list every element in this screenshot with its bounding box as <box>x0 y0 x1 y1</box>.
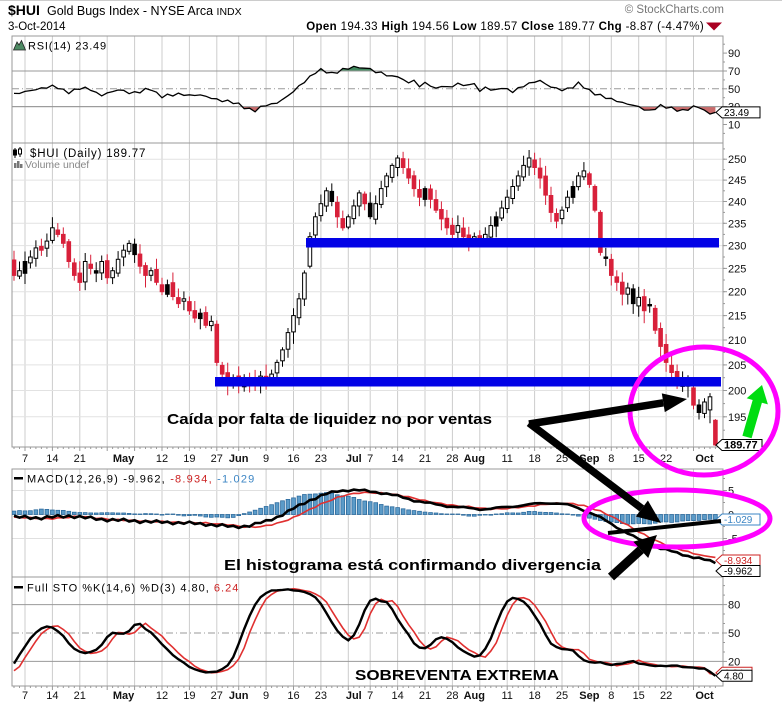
svg-text:9: 9 <box>263 453 269 465</box>
svg-text:SOBREVENTA EXTREMA: SOBREVENTA EXTREMA <box>355 667 559 684</box>
svg-text:240: 240 <box>728 197 746 209</box>
svg-text:11: 11 <box>501 453 512 465</box>
svg-text:Full STO %K(14,6) %D(3) 4.80,: Full STO %K(14,6) %D(3) 4.80, 6.24 <box>27 583 239 595</box>
svg-text:21: 21 <box>419 453 431 465</box>
svg-text:Jun: Jun <box>229 690 249 702</box>
svg-text:21: 21 <box>74 690 86 702</box>
svg-text:11: 11 <box>501 690 512 702</box>
svg-text:7: 7 <box>367 690 373 702</box>
svg-text:-1.029: -1.029 <box>724 515 753 526</box>
svg-text:23: 23 <box>315 690 327 702</box>
svg-text:RSI(14) 23.49: RSI(14) 23.49 <box>28 41 107 53</box>
svg-text:$HUI (Daily) 189.77: $HUI (Daily) 189.77 <box>30 148 146 160</box>
svg-text:15: 15 <box>633 690 645 702</box>
svg-text:8: 8 <box>608 690 614 702</box>
svg-text:May: May <box>113 453 135 465</box>
svg-text:9: 9 <box>263 690 269 702</box>
svg-text:19: 19 <box>183 690 195 702</box>
svg-text:225: 225 <box>728 263 746 275</box>
svg-text:Jul: Jul <box>346 690 362 702</box>
svg-text:220: 220 <box>728 287 746 299</box>
svg-text:MACD(12,26,9) -9.962, -8.934,: MACD(12,26,9) -9.962, -8.934, -1.029 <box>27 474 256 486</box>
svg-text:Caída por falta de liquidez no: Caída por falta de liquidez no por venta… <box>167 411 492 428</box>
svg-text:23.49: 23.49 <box>724 108 749 119</box>
svg-text:18: 18 <box>528 690 540 702</box>
svg-text:70: 70 <box>728 66 740 78</box>
svg-text:10: 10 <box>728 120 740 132</box>
svg-text:27: 27 <box>211 690 223 702</box>
svg-text:14: 14 <box>46 690 58 702</box>
svg-text:21: 21 <box>74 453 86 465</box>
svg-text:12: 12 <box>156 453 168 465</box>
svg-text:Aug: Aug <box>464 690 485 702</box>
svg-text:Gold Bugs Index - NYSE Arca IN: Gold Bugs Index - NYSE Arca INDX <box>47 4 242 18</box>
svg-text:28: 28 <box>446 690 458 702</box>
svg-text:3-Oct-2014: 3-Oct-2014 <box>8 21 66 33</box>
svg-text:14: 14 <box>46 453 58 465</box>
svg-text:205: 205 <box>728 360 746 372</box>
svg-text:-8.934: -8.934 <box>724 556 753 567</box>
svg-text:235: 235 <box>728 218 746 230</box>
svg-text:230: 230 <box>728 241 746 253</box>
svg-text:14: 14 <box>391 453 403 465</box>
svg-text:12: 12 <box>156 690 168 702</box>
svg-text:28: 28 <box>446 453 458 465</box>
svg-text:© StockCharts.com: © StockCharts.com <box>625 4 724 16</box>
svg-text:21: 21 <box>419 690 431 702</box>
svg-text:Aug: Aug <box>464 453 485 465</box>
svg-text:Sep: Sep <box>579 690 599 702</box>
svg-text:7: 7 <box>22 453 28 465</box>
svg-text:7: 7 <box>367 453 373 465</box>
svg-text:189.77: 189.77 <box>724 440 758 452</box>
svg-text:4.80: 4.80 <box>724 671 744 682</box>
svg-text:5: 5 <box>728 486 734 498</box>
svg-text:18: 18 <box>528 453 540 465</box>
svg-text:15: 15 <box>633 453 645 465</box>
svg-text:25: 25 <box>556 453 568 465</box>
svg-text:245: 245 <box>728 175 746 187</box>
svg-text:50: 50 <box>728 84 740 96</box>
svg-text:Jul: Jul <box>346 453 362 465</box>
svg-text:90: 90 <box>728 48 740 60</box>
svg-text:210: 210 <box>728 335 746 347</box>
svg-text:27: 27 <box>211 453 223 465</box>
svg-text:195: 195 <box>728 412 746 424</box>
svg-text:Open 194.33 High 194.56 Low 18: Open 194.33 High 194.56 Low 189.57 Close… <box>306 21 704 33</box>
svg-text:16: 16 <box>287 453 299 465</box>
svg-text:250: 250 <box>728 154 746 166</box>
svg-text:23: 23 <box>315 453 327 465</box>
svg-text:-9.962: -9.962 <box>724 567 753 578</box>
svg-text:215: 215 <box>728 311 746 323</box>
svg-text:19: 19 <box>183 453 195 465</box>
svg-text:14: 14 <box>391 690 403 702</box>
svg-text:8: 8 <box>608 453 614 465</box>
svg-text:Jun: Jun <box>229 453 249 465</box>
svg-text:Volume undef: Volume undef <box>25 159 89 171</box>
svg-text:Oct: Oct <box>695 453 714 465</box>
svg-text:22: 22 <box>660 690 672 702</box>
svg-text:50: 50 <box>728 628 740 640</box>
svg-text:80: 80 <box>728 600 740 612</box>
svg-text:May: May <box>113 690 135 702</box>
svg-text:7: 7 <box>22 690 28 702</box>
svg-text:16: 16 <box>287 690 299 702</box>
svg-text:25: 25 <box>556 690 568 702</box>
svg-text:$HUI: $HUI <box>8 2 40 18</box>
svg-text:20: 20 <box>728 656 740 668</box>
svg-text:200: 200 <box>728 386 746 398</box>
svg-text:El histograma está confirmando: El histograma está confirmando divergenc… <box>224 557 602 574</box>
svg-text:Oct: Oct <box>695 690 714 702</box>
